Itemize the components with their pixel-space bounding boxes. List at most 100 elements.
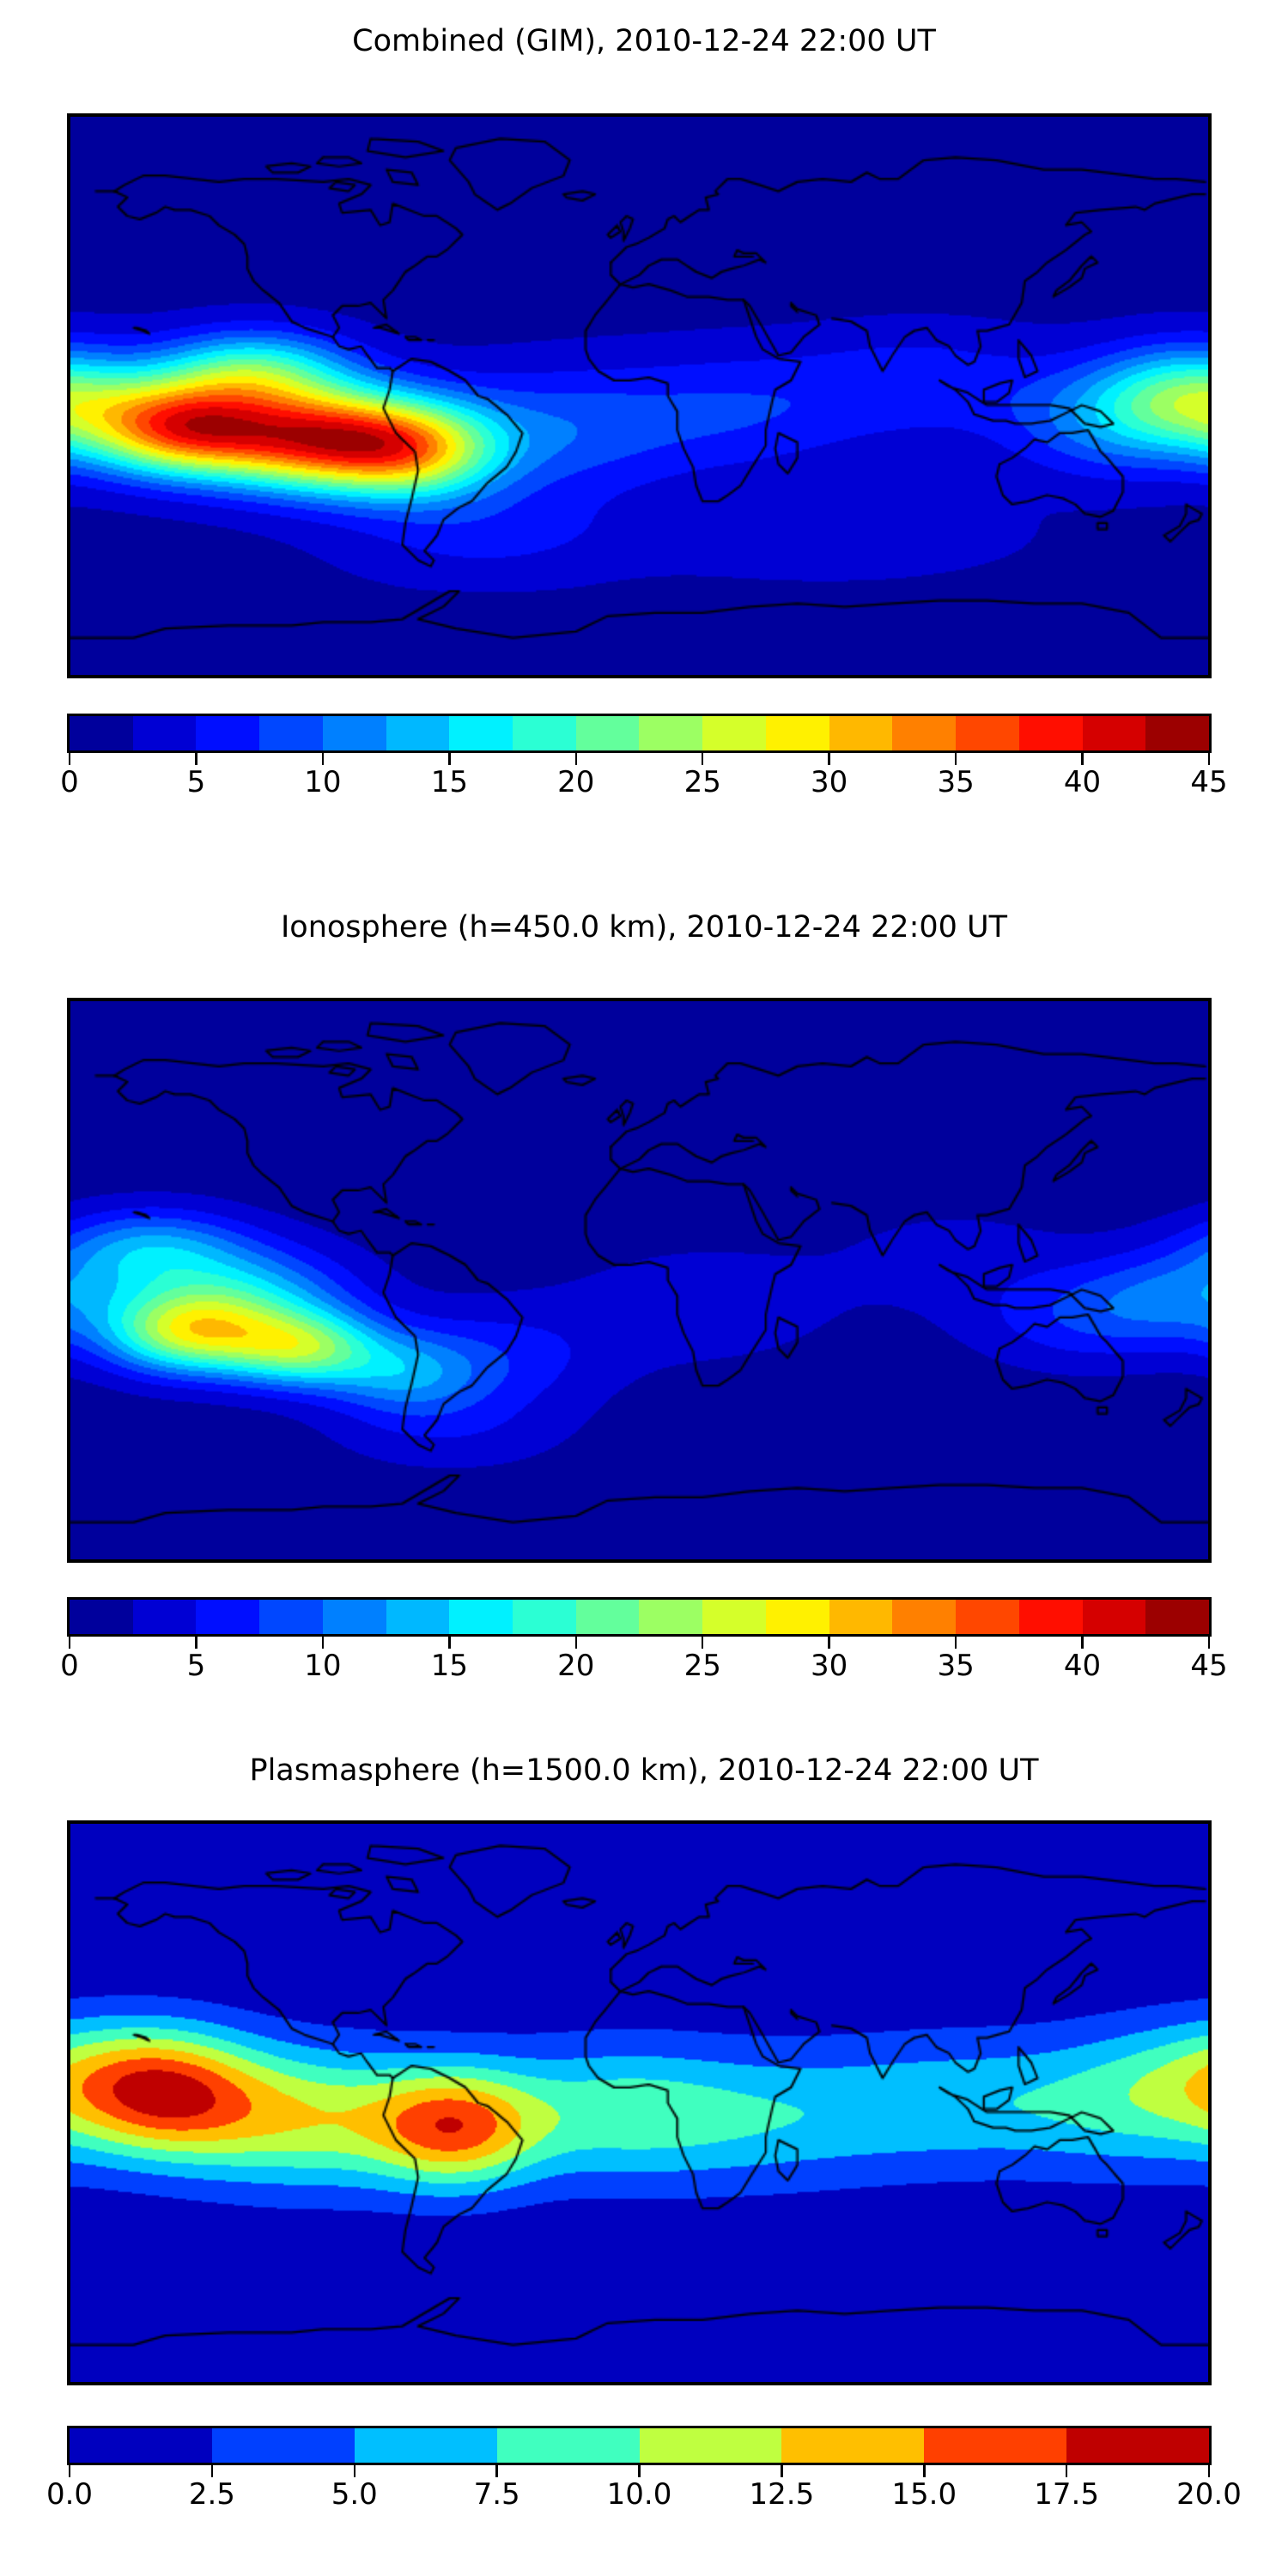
colorbar-band — [956, 1600, 1019, 1634]
colorbar-tick-label: 12.5 — [749, 2477, 815, 2512]
colorbar-tick — [68, 1637, 71, 1649]
colorbar-tick — [195, 753, 197, 765]
colorbar-gradient-ionosphere — [67, 1597, 1212, 1637]
colorbar-band — [892, 716, 957, 750]
colorbar-tick — [574, 1637, 578, 1649]
colorbar-tick-label: 40 — [1063, 765, 1102, 799]
colorbar-band — [829, 716, 893, 750]
colorbar-tick-label: 15 — [430, 765, 468, 799]
colorbar-tick-label: 25 — [683, 1649, 721, 1683]
colorbar-tick — [210, 2465, 214, 2477]
colorbar-band — [259, 1600, 323, 1634]
colorbar-band — [1018, 1600, 1083, 1634]
colorbar-tick — [954, 753, 957, 765]
colorbar-tick — [321, 753, 325, 765]
colorbar-tick — [701, 753, 704, 765]
colorbar-gradient-plasmasphere — [67, 2426, 1212, 2465]
colorbar-band — [132, 1600, 197, 1634]
colorbar-tick-label: 2.5 — [188, 2477, 235, 2512]
panel-title-plasmasphere: Plasmasphere (h=1500.0 km), 2010-12-24 2… — [249, 1753, 1039, 1788]
colorbar-band — [702, 716, 766, 750]
colorbar-tick — [1065, 2465, 1068, 2477]
colorbar-band — [781, 2428, 925, 2463]
colorbar-band — [513, 716, 576, 750]
colorbar-ticks-ionosphere — [67, 1637, 1212, 1649]
colorbar-band — [1082, 716, 1146, 750]
colorbar-band — [892, 1600, 957, 1634]
colorbar-tick — [574, 753, 578, 765]
colorbar-tick — [1207, 2465, 1211, 2477]
colorbar-band — [513, 1600, 576, 1634]
panel-plasmasphere: Plasmasphere (h=1500.0 km), 2010-12-24 2… — [0, 1735, 1288, 2576]
colorbar-tick-label: 20.0 — [1176, 2477, 1242, 2512]
colorbar-tick — [495, 2465, 498, 2477]
colorbar-band — [70, 1600, 133, 1634]
map-ionosphere — [67, 998, 1212, 1563]
colorbar-combined: 0 5 10 15 20 25 30 35 40 45 — [60, 714, 1228, 805]
colorbar-band — [1018, 716, 1083, 750]
colorbar-tick-label: 15.0 — [891, 2477, 957, 2512]
colorbar-tick-label: 35 — [937, 765, 975, 799]
colorbar-band — [386, 1600, 450, 1634]
colorbar-tick-label: 5 — [186, 765, 206, 799]
colorbar-tick-label: 30 — [811, 1649, 848, 1683]
colorbar-band — [132, 716, 197, 750]
colorbar-tick-label: 30 — [811, 765, 848, 799]
colorbar-gradient-combined — [67, 714, 1212, 753]
colorbar-band — [575, 1600, 640, 1634]
colorbar-labels-combined: 0 5 10 15 20 25 30 35 40 45 — [60, 765, 1227, 805]
colorbar-tick-label: 40 — [1063, 1649, 1102, 1683]
colorbar-tick — [923, 2465, 926, 2477]
map-canvas-combined — [70, 117, 1208, 675]
colorbar-tick — [1207, 753, 1211, 765]
colorbar-tick — [954, 1637, 957, 1649]
panel-combined-gim: Combined (GIM), 2010-12-24 22:00 UT 0 5 10… — [0, 0, 1288, 876]
colorbar-tick-label: 45 — [1190, 1649, 1228, 1683]
panel-ionosphere: Ionosphere (h=450.0 km), 2010-12-24 22:0… — [0, 876, 1288, 1735]
colorbar-band — [765, 716, 829, 750]
colorbar-tick-label: 5.0 — [331, 2477, 378, 2512]
colorbar-tick — [321, 1637, 325, 1649]
colorbar-tick — [828, 753, 830, 765]
colorbar-tick — [1207, 1637, 1211, 1649]
colorbar-tick — [448, 1637, 451, 1649]
colorbar-tick-label: 15 — [430, 1649, 468, 1683]
colorbar-ionosphere: 0 5 10 15 20 25 30 35 40 45 — [60, 1597, 1228, 1688]
colorbar-ticks-combined — [67, 753, 1212, 765]
colorbar-band — [829, 1600, 893, 1634]
colorbar-tick — [1081, 753, 1084, 765]
colorbar-band — [924, 2428, 1067, 2463]
colorbar-tick-label: 10.0 — [606, 2477, 672, 2512]
colorbar-tick — [701, 1637, 704, 1649]
colorbar-labels-plasmasphere: 0.0 2.5 5.0 7.5 10.0 12.5 15.0 17.5 20.0 — [46, 2477, 1242, 2517]
colorbar-band — [639, 2428, 782, 2463]
colorbar-band — [70, 2428, 212, 2463]
colorbar-tick — [195, 1637, 197, 1649]
colorbar-tick-label: 45 — [1190, 765, 1228, 799]
colorbar-band — [1145, 1600, 1209, 1634]
map-combined-gim — [67, 113, 1212, 678]
colorbar-tick — [68, 2465, 71, 2477]
colorbar-band — [449, 1600, 513, 1634]
colorbar-tick — [448, 753, 451, 765]
colorbar-band — [196, 716, 260, 750]
panel-title-combined: Combined (GIM), 2010-12-24 22:00 UT — [352, 24, 936, 58]
colorbar-tick-label: 17.5 — [1034, 2477, 1099, 2512]
colorbar-band — [639, 716, 703, 750]
colorbar-band — [322, 716, 386, 750]
colorbar-tick-label: 35 — [937, 1649, 975, 1683]
colorbar-band — [70, 716, 133, 750]
colorbar-band — [211, 2428, 355, 2463]
colorbar-tick-label: 25 — [683, 765, 721, 799]
colorbar-band — [956, 716, 1019, 750]
colorbar-ticks-plasmasphere — [67, 2465, 1212, 2477]
colorbar-tick-label: 20 — [557, 765, 595, 799]
map-canvas-plasmasphere — [70, 1824, 1208, 2382]
colorbar-tick-label: 5 — [186, 1649, 206, 1683]
colorbar-tick — [68, 753, 71, 765]
colorbar-band — [386, 716, 450, 750]
colorbar-band — [1082, 1600, 1146, 1634]
map-plasmasphere — [67, 1820, 1212, 2385]
colorbar-tick — [638, 2465, 641, 2477]
